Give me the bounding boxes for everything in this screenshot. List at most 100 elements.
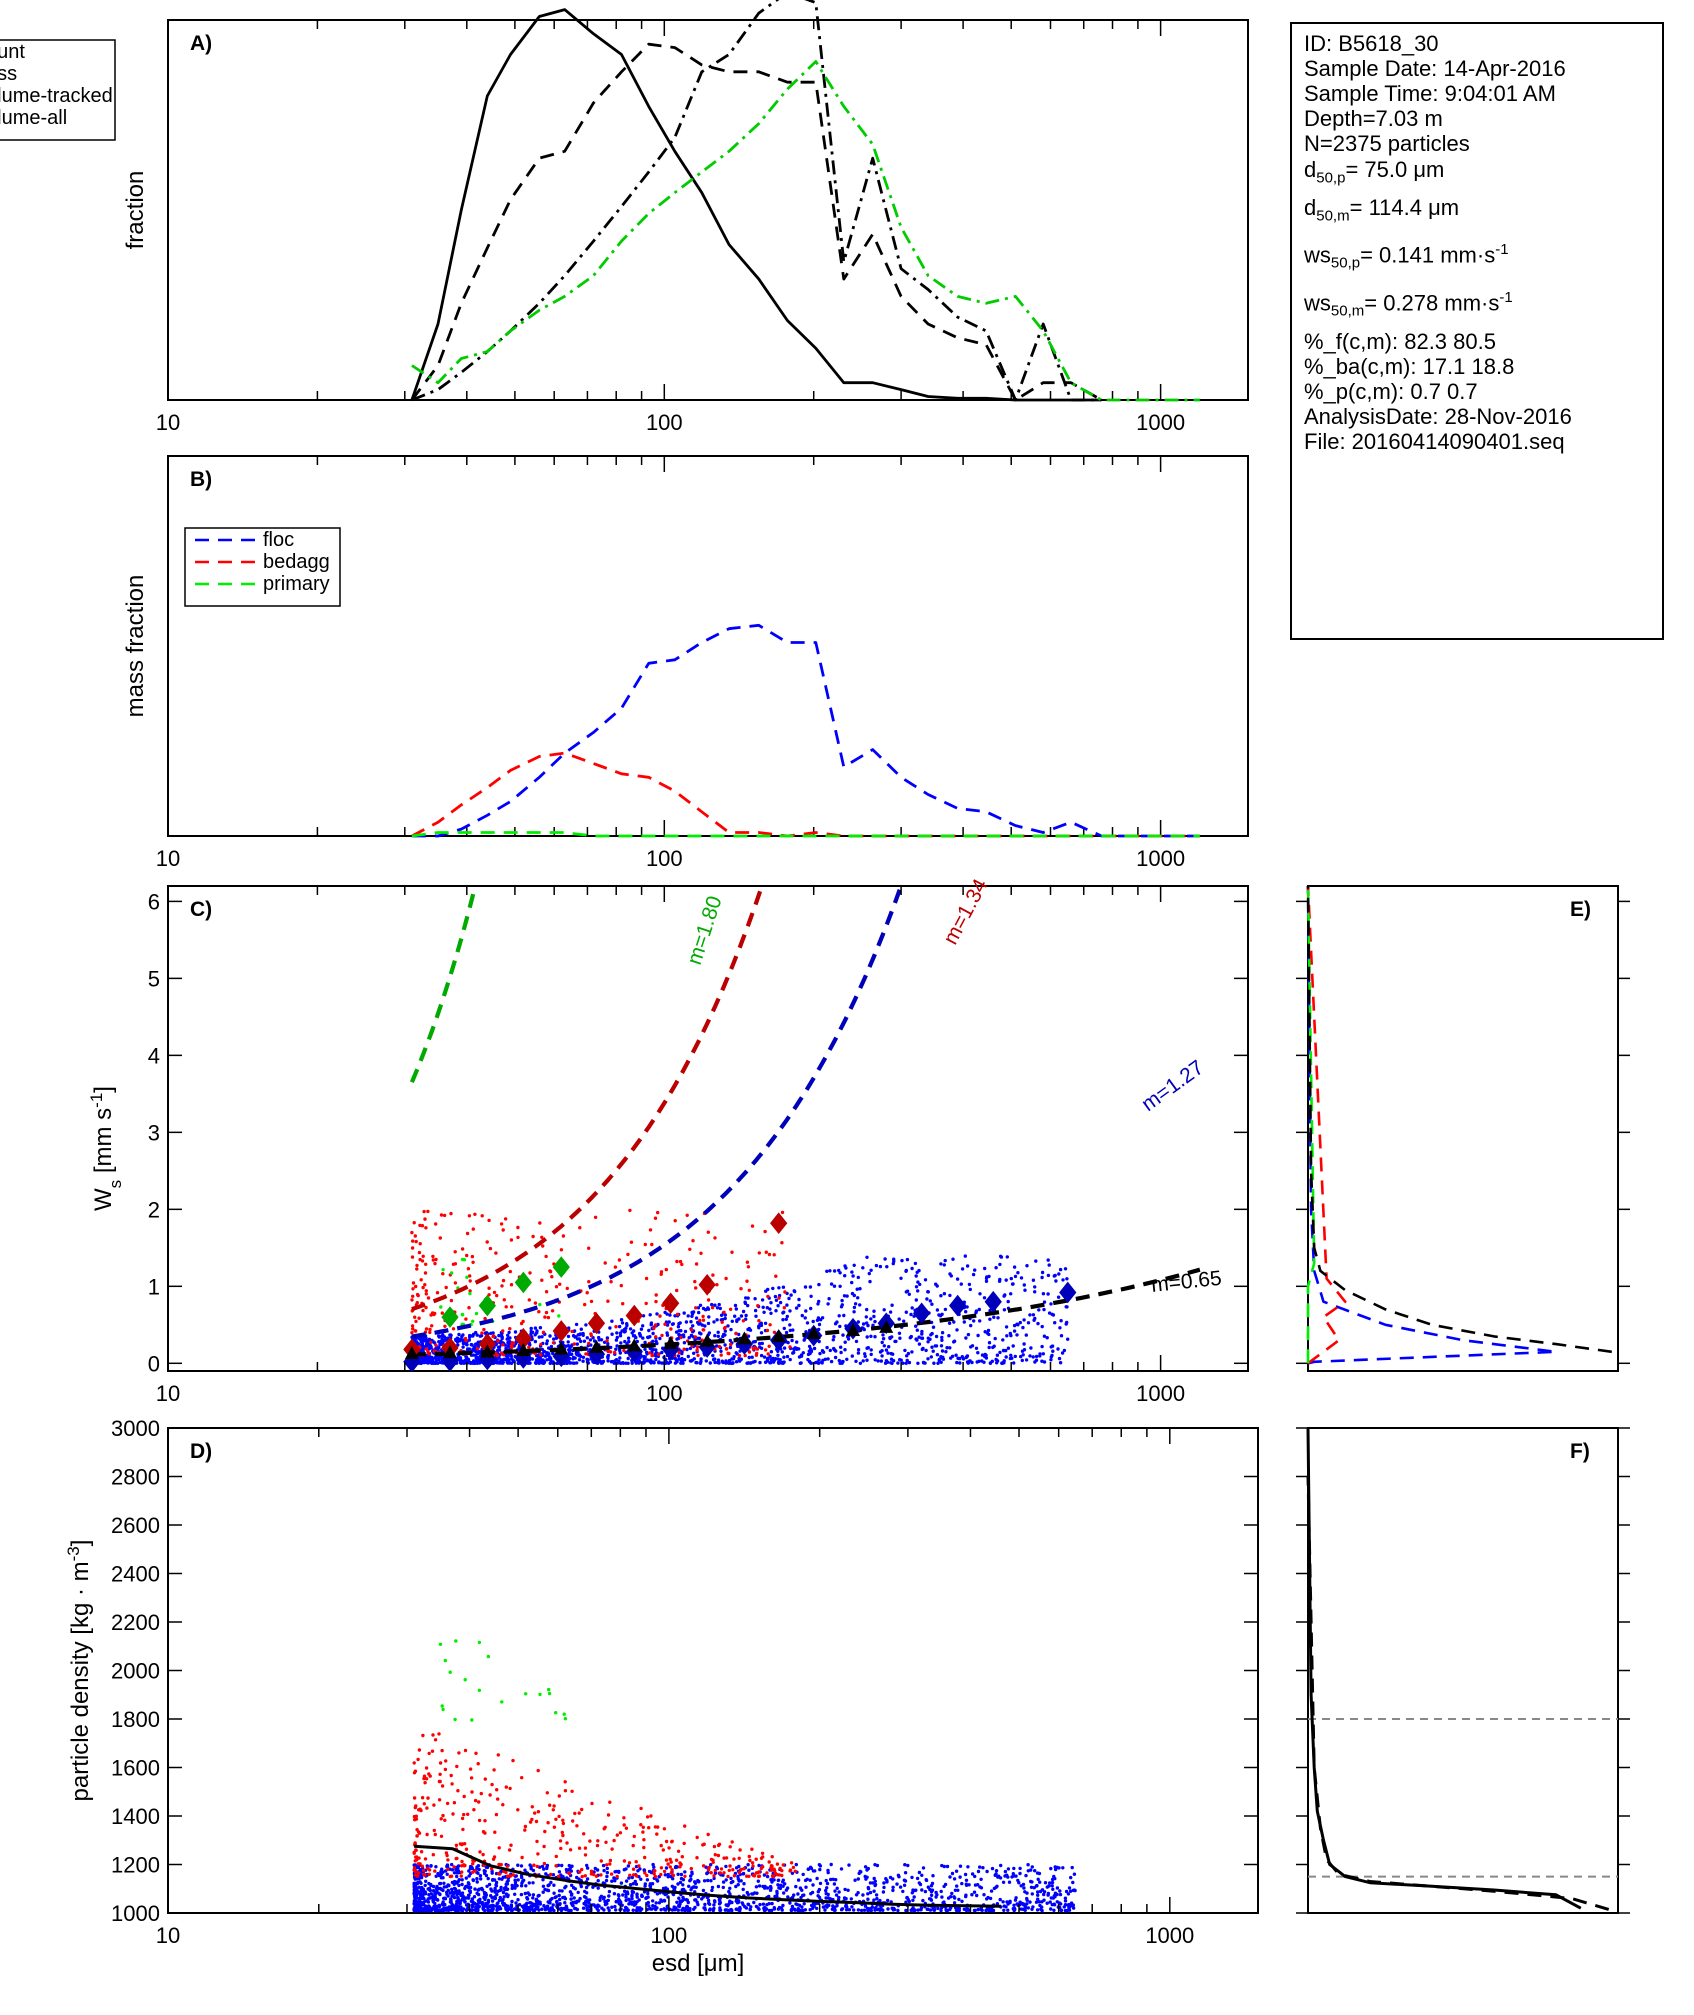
scatter-point [952,1340,956,1344]
scatter-point [907,1899,911,1904]
scatter-point [669,1871,673,1875]
scatter-point [680,1908,684,1912]
scatter-point [933,1344,937,1348]
scatter-point [684,1898,689,1902]
scatter-point [679,1872,684,1877]
scatter-point [730,1357,734,1361]
scatter-point [647,1351,652,1355]
scatter-point [635,1893,639,1897]
scatter-point [723,1329,727,1333]
scatter-point [950,1891,954,1896]
scatter-point [663,1322,667,1327]
y-tick-label: 6 [148,889,160,914]
mean-marker [552,1320,570,1342]
scatter-point [443,1324,447,1329]
scatter-point [1042,1334,1047,1338]
scatter-point [422,1802,426,1806]
scatter-point [425,1832,429,1837]
scatter-point [1005,1255,1009,1259]
scatter-point [423,1283,427,1287]
scatter-point [750,1224,755,1228]
scatter-point [821,1905,826,1909]
scatter-point [741,1887,745,1892]
scatter-point [833,1908,837,1912]
scatter-point [1059,1334,1064,1338]
scatter-point [440,1784,445,1788]
scatter-point [954,1908,959,1913]
scatter-point [437,1334,441,1338]
scatter-point [414,1848,418,1852]
scatter-point [439,1213,444,1217]
scatter-point [1051,1349,1055,1353]
scatter-point [719,1349,723,1354]
scatter-point [754,1904,759,1909]
scatter-point [900,1258,904,1263]
scatter-point [816,1302,820,1306]
scatter-point [772,1253,776,1257]
scatter-point [661,1848,665,1852]
scatter-point [613,1904,617,1909]
scatter-point [858,1303,862,1307]
scatter-point [862,1908,867,1912]
scatter-point [706,1878,710,1883]
scatter-point [423,1217,427,1221]
scatter-point [916,1280,920,1284]
scatter-point [722,1856,726,1860]
mean-marker [627,1338,642,1352]
scatter-point [706,1898,711,1903]
scatter-point [932,1908,936,1912]
scatter-point [419,1356,423,1361]
scatter-point [660,1350,664,1355]
scatter-point [460,1882,464,1887]
scatter-point [444,1759,448,1763]
scatter-point [429,1345,433,1350]
scatter-point [1063,1896,1068,1900]
scatter-point [415,1908,420,1912]
scatter-point [723,1316,727,1321]
scatter-point [489,1887,493,1891]
scatter-point [520,1855,524,1860]
scatter-point [603,1900,607,1904]
scatter-point [653,1874,658,1879]
scatter-point [716,1334,720,1339]
scatter-point [614,1347,618,1351]
scatter-point [858,1361,863,1366]
scatter-point [1062,1348,1067,1353]
scatter-point [767,1252,772,1257]
scatter-point [598,1898,602,1903]
scatter-point [612,1892,617,1896]
scatter-point [809,1347,813,1351]
scatter-point [422,1209,426,1214]
scatter-point [709,1879,713,1883]
scatter-point [500,1284,504,1288]
scatter-point [791,1328,795,1332]
scatter-point [861,1359,865,1363]
scatter-point [619,1283,623,1288]
scatter-point [456,1880,460,1884]
scatter-point [648,1228,653,1232]
scatter-point [414,1869,418,1874]
scatter-point [934,1334,939,1339]
scatter-point [838,1324,842,1329]
scatter-point [1025,1264,1029,1268]
scatter-point [904,1908,908,1913]
scatter-point [528,1820,533,1824]
scatter-point [441,1707,445,1712]
scatter-point [463,1748,468,1753]
scatter-point [495,1348,500,1353]
scatter-point [1055,1892,1059,1897]
scatter-point [624,1892,628,1896]
scatter-point [845,1357,849,1362]
scatter-point [966,1361,970,1365]
scatter-point [542,1844,546,1849]
scatter-point [916,1361,920,1366]
scatter-point [434,1257,438,1262]
scatter-point [428,1330,432,1335]
scatter-point [459,1874,463,1878]
scatter-point [712,1906,716,1911]
scatter-point [415,1267,419,1271]
scatter-point [676,1882,680,1886]
scatter-point [672,1905,676,1909]
y-axis-label-part: s [106,1180,125,1189]
scatter-point [454,1639,458,1643]
